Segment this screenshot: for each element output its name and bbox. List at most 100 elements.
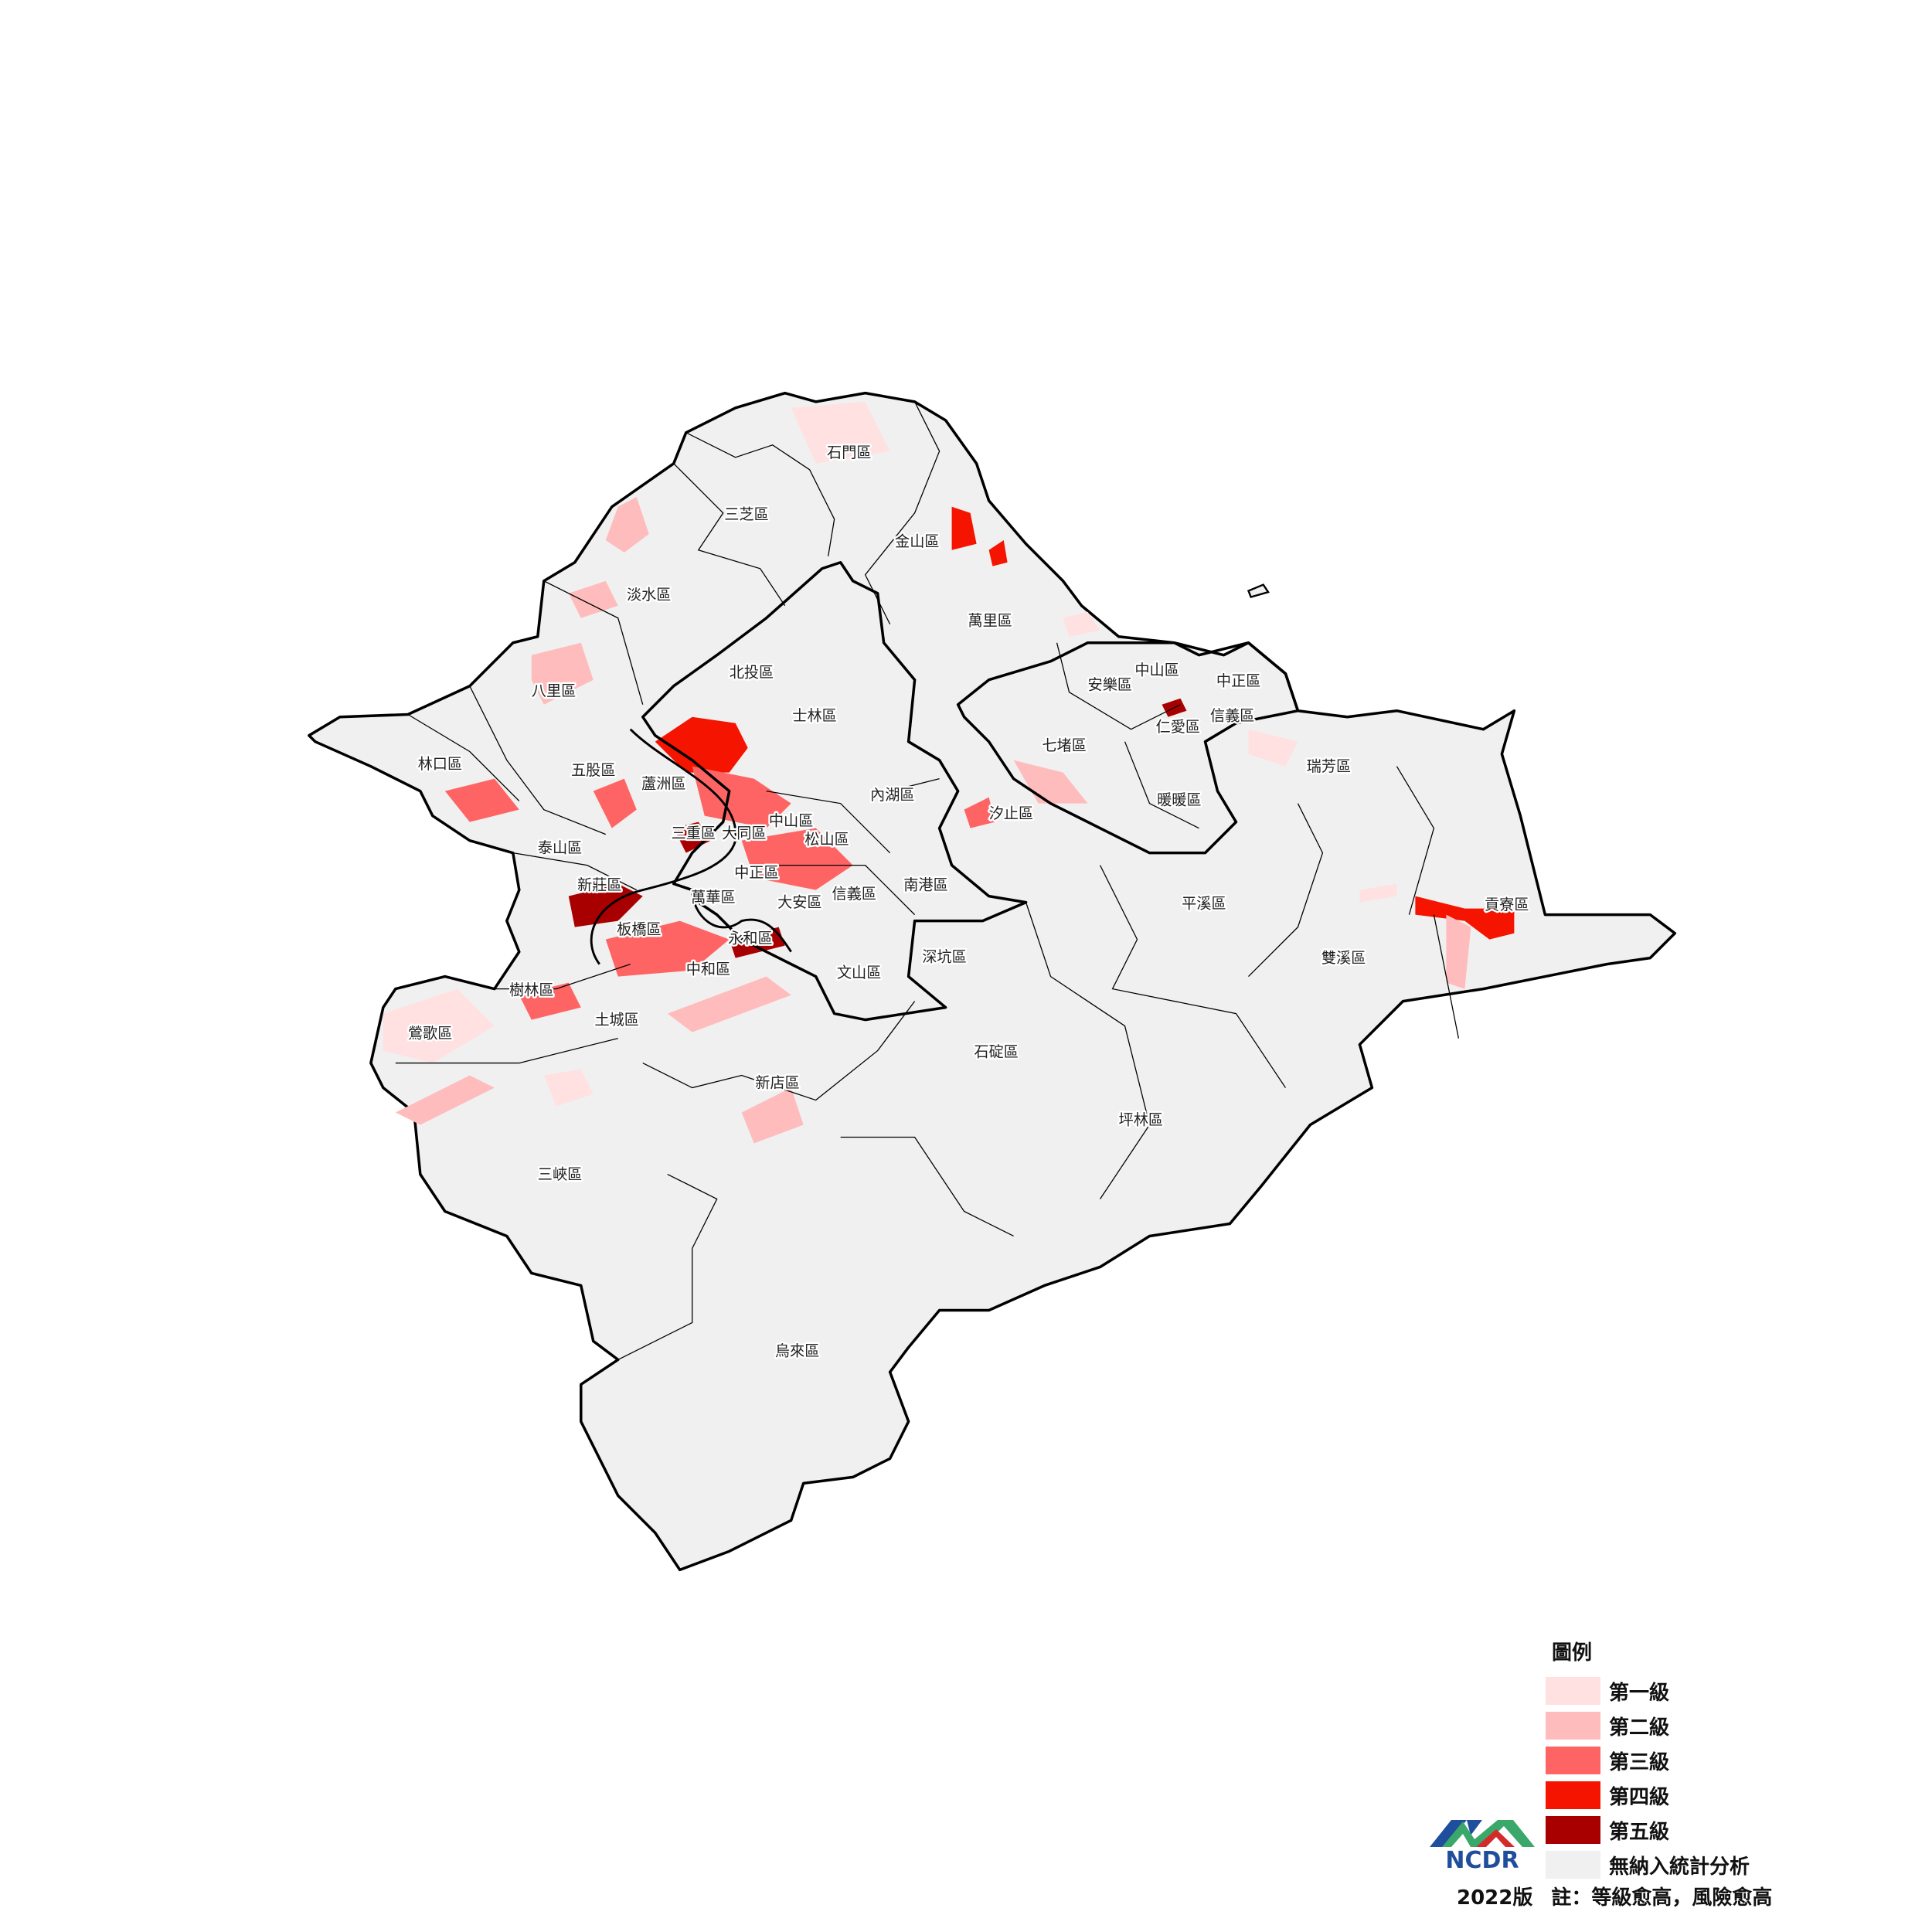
risk-patch-level4 <box>1415 896 1515 940</box>
district-label: 金山區 <box>895 532 940 550</box>
district-label: 士林區 <box>792 707 837 725</box>
district-label: 中正區 <box>1216 672 1261 690</box>
risk-patch-level1 <box>791 401 890 464</box>
district-label: 大同區 <box>722 824 767 842</box>
legend-item-level2: 第二級 <box>1546 1712 1669 1740</box>
tamsui-river <box>590 728 792 965</box>
legend-swatch <box>1546 1851 1600 1879</box>
ncdr-logo: NCDR <box>1430 1820 1535 1874</box>
district-label: 暖暖區 <box>1157 791 1202 808</box>
risk-patch-level5 <box>568 883 643 927</box>
district-boundaries <box>395 401 1460 1361</box>
district-label: 樹林區 <box>509 981 554 999</box>
risk-patch-level2 <box>605 496 649 553</box>
footer-note: 註：等級愈高，風險愈高 <box>1551 1886 1773 1910</box>
district-label: 中山區 <box>1134 661 1179 679</box>
district-label: 大安區 <box>777 893 822 911</box>
legend-swatch <box>1546 1781 1600 1809</box>
risk-patch-level2 <box>531 642 594 705</box>
risk-patches <box>383 401 1515 1144</box>
risk-patch-level3 <box>605 920 730 977</box>
islet <box>1247 583 1270 599</box>
district-label: 永和區 <box>728 929 773 947</box>
legend-item-level3: 第三級 <box>1546 1747 1669 1774</box>
risk-patch-level3 <box>444 778 519 822</box>
taipei-city-boundary <box>641 561 1028 1022</box>
district-labels: 石門區 三芝區 金山區 淡水區 萬里區 北投區 士林區 八里區 中山區 中正區 … <box>406 441 1531 1362</box>
risk-patch-level3 <box>593 778 637 828</box>
legend-label: 第五級 <box>1609 1820 1670 1844</box>
district-label: 坪林區 <box>1119 1111 1164 1129</box>
district-label: 烏來區 <box>775 1342 820 1360</box>
district-label: 鶯歌區 <box>408 1025 453 1043</box>
district-label: 板橋區 <box>617 920 662 938</box>
legend-label: 無納入統計分析 <box>1609 1855 1750 1879</box>
district-label: 內湖區 <box>870 786 915 804</box>
risk-patch-level1 <box>383 988 495 1063</box>
risk-patch-level2 <box>1446 914 1471 989</box>
district-label: 深坑區 <box>922 947 967 965</box>
risk-patch-level1 <box>1359 883 1397 903</box>
legend-label: 第二級 <box>1609 1716 1670 1740</box>
district-label: 松山區 <box>804 830 849 848</box>
risk-patch-level2 <box>741 1087 804 1144</box>
logo-red-arch <box>1476 1829 1515 1847</box>
risk-patch-level1 <box>543 1069 594 1107</box>
version-label: 2022版 <box>1457 1886 1533 1910</box>
legend-label: 第四級 <box>1609 1785 1670 1809</box>
district-label: 平溪區 <box>1182 895 1226 913</box>
district-label: 信義區 <box>1210 707 1255 725</box>
district-label: 五股區 <box>571 761 616 779</box>
district-label: 仁愛區 <box>1156 718 1201 736</box>
district-label: 南港區 <box>903 876 948 894</box>
risk-patch-level2 <box>395 1075 495 1125</box>
district-label: 土城區 <box>594 1011 639 1029</box>
risk-patch-level1 <box>1063 611 1100 637</box>
district-label: 新店區 <box>755 1074 800 1092</box>
risk-patch-level4 <box>655 716 748 773</box>
district-label: 雙溪區 <box>1321 949 1366 967</box>
district-label: 中和區 <box>686 960 731 978</box>
risk-patch-level1 <box>1248 729 1298 767</box>
legend-item-level1: 第一級 <box>1546 1677 1669 1705</box>
logo-text: NCDR <box>1445 1847 1519 1874</box>
district-label: 萬華區 <box>691 889 736 906</box>
legend-swatch <box>1546 1747 1600 1774</box>
legend-item-level5: 第五級 <box>1546 1816 1669 1844</box>
district-label: 信義區 <box>832 885 876 903</box>
district-label: 貢寮區 <box>1485 896 1529 913</box>
risk-patch-level3 <box>519 982 581 1020</box>
district-label: 新莊區 <box>577 876 622 894</box>
keelung-city-boundary <box>956 641 1300 855</box>
risk-patch-level2 <box>568 580 618 618</box>
legend-item-no-data: 無納入統計分析 <box>1546 1851 1750 1879</box>
district-label: 三芝區 <box>724 505 769 523</box>
district-label: 石門區 <box>827 444 872 461</box>
district-label: 中正區 <box>734 864 779 882</box>
district-label: 安樂區 <box>1088 676 1133 694</box>
district-label: 萬里區 <box>968 611 1012 629</box>
legend-label: 第一級 <box>1609 1681 1670 1705</box>
risk-patch-level3 <box>741 828 853 890</box>
district-label: 泰山區 <box>538 839 583 857</box>
district-label: 三峽區 <box>538 1165 583 1183</box>
district-label: 蘆洲區 <box>641 774 686 792</box>
district-label: 林口區 <box>418 755 463 773</box>
footer: 2022版 註：等級愈高，風險愈高 <box>1457 1882 1772 1910</box>
district-label: 八里區 <box>532 682 577 700</box>
legend-label: 第三級 <box>1609 1750 1670 1774</box>
district-label: 七堵區 <box>1042 736 1087 754</box>
legend-swatch <box>1546 1816 1600 1844</box>
district-label: 瑞芳區 <box>1307 757 1352 775</box>
district-label: 汐止區 <box>989 804 1034 822</box>
legend-title: 圖例 <box>1552 1641 1593 1665</box>
logo-green-arch <box>1442 1820 1535 1847</box>
district-label: 北投區 <box>730 664 774 682</box>
district-label: 石碇區 <box>974 1043 1019 1061</box>
district-label: 三重區 <box>672 824 716 842</box>
district-label: 文山區 <box>837 964 882 981</box>
risk-patch-level4 <box>988 539 1008 566</box>
legend-swatch <box>1546 1712 1600 1740</box>
new-taipei-outline <box>308 391 1677 1572</box>
